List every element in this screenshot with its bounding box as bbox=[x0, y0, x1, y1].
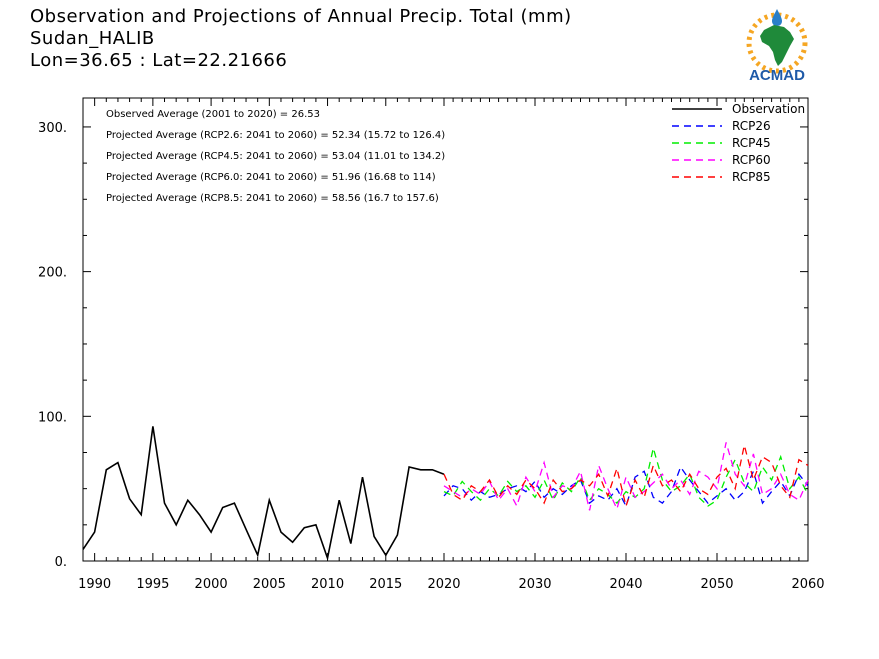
annotation-line: Projected Average (RCP8.5: 2041 to 2060)… bbox=[106, 193, 439, 204]
x-tick-label: 1995 bbox=[136, 577, 169, 592]
acmad-logo: ACMAD bbox=[746, 9, 808, 84]
y-tick-label: 300. bbox=[38, 121, 67, 136]
x-tick-label: 2050 bbox=[700, 577, 733, 592]
annotation-line: Projected Average (RCP4.5: 2041 to 2060)… bbox=[106, 151, 445, 162]
chart-title: Observation and Projections of Annual Pr… bbox=[30, 6, 572, 27]
series-line-observation bbox=[82, 426, 445, 562]
annotation-line: Projected Average (RCP2.6: 2041 to 2060)… bbox=[106, 130, 445, 141]
legend-label: RCP60 bbox=[732, 153, 771, 167]
y-tick-label: 0. bbox=[55, 555, 67, 570]
x-tick-label: 2010 bbox=[311, 577, 344, 592]
series-layer bbox=[82, 426, 809, 562]
x-tick-label: 2020 bbox=[427, 577, 460, 592]
series-line-rcp45 bbox=[443, 447, 809, 507]
legend-label: Observation bbox=[732, 102, 805, 116]
tick-labels: 1990 1995 2000 2005 2010 2015 2020 2030 2040 2050… bbox=[38, 121, 825, 592]
legend-label: RCP26 bbox=[732, 119, 771, 133]
x-tick-label: 2005 bbox=[253, 577, 286, 592]
x-tick-label: 2030 bbox=[518, 577, 551, 592]
x-tick-label: 2015 bbox=[369, 577, 402, 592]
sun-rays-icon bbox=[746, 12, 808, 74]
x-tick-label: 2040 bbox=[609, 577, 642, 592]
y-tick-label: 200. bbox=[38, 266, 67, 281]
x-tick-label: 1990 bbox=[78, 577, 111, 592]
x-tick-label: 2060 bbox=[791, 577, 824, 592]
series-line-rcp26 bbox=[443, 465, 809, 508]
axis-ticks bbox=[83, 98, 809, 562]
logo-text: ACMAD bbox=[749, 67, 805, 84]
legend-label: RCP45 bbox=[732, 136, 771, 150]
x-tick-label: 2000 bbox=[195, 577, 228, 592]
annotation-line: Observed Average (2001 to 2020) = 26.53 bbox=[106, 109, 320, 120]
annotations: Observed Average (2001 to 2020) = 26.53 P… bbox=[106, 109, 445, 204]
coordinates-label: Lon=36.65 : Lat=22.21666 bbox=[30, 50, 288, 71]
series-line-rcp60 bbox=[443, 442, 809, 511]
water-drop-icon bbox=[772, 9, 782, 26]
plot-frame bbox=[82, 97, 809, 562]
legend: Observation RCP26 RCP45 RCP60 RCP85 bbox=[672, 102, 805, 184]
title-block: Observation and Projections of Annual Pr… bbox=[30, 6, 572, 72]
y-tick-label: 100. bbox=[38, 410, 67, 425]
annotation-line: Projected Average (RCP6.0: 2041 to 2060)… bbox=[106, 172, 436, 183]
africa-map-icon bbox=[760, 25, 794, 66]
legend-label: RCP85 bbox=[732, 170, 771, 184]
location-label: Sudan_HALIB bbox=[30, 28, 155, 49]
